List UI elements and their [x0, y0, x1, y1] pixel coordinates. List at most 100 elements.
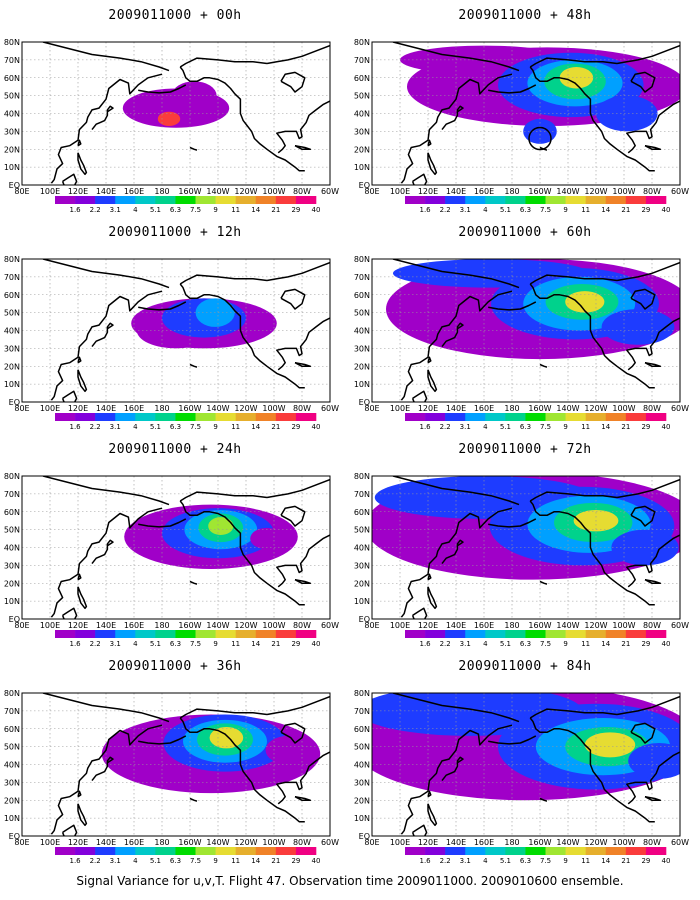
- colorbar-label: 5.1: [500, 423, 511, 431]
- coastline: [630, 722, 656, 744]
- colorbar-swatch: [465, 847, 486, 855]
- colorbar-label: 29: [641, 857, 650, 865]
- coastline: [91, 756, 114, 782]
- lon-tick-label: 100W: [612, 621, 635, 630]
- coastline: [630, 288, 656, 310]
- colorbar-label: 14: [601, 640, 610, 648]
- colorbar-swatch: [485, 847, 506, 855]
- coastline: [61, 390, 78, 402]
- lat-tick-label: EQ: [359, 832, 370, 841]
- colorbar-label: 11: [231, 423, 240, 431]
- coastline: [441, 105, 464, 131]
- colorbar-swatch: [525, 847, 546, 855]
- lat-tick-label: 60N: [354, 74, 370, 83]
- coastline: [91, 322, 114, 348]
- coastline: [626, 100, 680, 154]
- map-field: [372, 42, 680, 185]
- colorbar-swatch: [195, 847, 216, 855]
- lon-tick-label: 120E: [418, 404, 438, 413]
- colorbar-label: 6.3: [520, 423, 531, 431]
- lat-tick-label: 60N: [354, 725, 370, 734]
- coastline: [138, 518, 187, 528]
- coastline: [644, 144, 662, 151]
- variance-contour: [157, 111, 181, 127]
- coastline: [488, 301, 537, 311]
- lon-tick-label: 160E: [474, 621, 494, 630]
- coastline: [626, 317, 680, 371]
- coastline: [276, 317, 330, 371]
- lon-tick-label: 60W: [671, 404, 689, 413]
- variance-map: EQ 10N 20N 30N 40N 50N 60N 70N 80N 80E 100E 120E 140…: [354, 38, 689, 214]
- colorbar-label: 5.1: [500, 857, 511, 865]
- colorbar-swatch: [505, 630, 526, 638]
- map-panel: 2009011000 + 36h EQ 10N 20N 30N 40N 50N 60N 70N 8…: [0, 651, 350, 868]
- lat-tick-label: 20N: [4, 579, 20, 588]
- lon-tick-label: 60W: [671, 187, 689, 196]
- colorbar-swatch: [465, 196, 486, 204]
- colorbar-label: 11: [231, 640, 240, 648]
- coastline: [77, 152, 88, 176]
- colorbar-swatch: [625, 630, 647, 638]
- lat-tick-label: 70N: [354, 490, 370, 499]
- colorbar-swatch: [255, 630, 277, 638]
- coastline: [138, 84, 187, 94]
- lon-tick-label: 140W: [556, 838, 579, 847]
- lat-tick-label: 50N: [354, 309, 370, 318]
- colorbar-label: 4: [133, 423, 138, 431]
- coastline: [400, 73, 513, 184]
- lon-tick-label: 140W: [556, 187, 579, 196]
- lon-tick-label: 180: [504, 838, 519, 847]
- colorbar-label: 14: [251, 206, 260, 214]
- lon-tick-label: 160E: [124, 838, 144, 847]
- colorbar-label: 11: [231, 206, 240, 214]
- colorbar-swatch: [605, 413, 627, 421]
- coastline: [179, 57, 268, 68]
- colorbar-swatch: [605, 630, 627, 638]
- coastline: [77, 356, 82, 364]
- map-panel: 2009011000 + 00h EQ 10N 20N 30N 40N 50N 60N 70N 8…: [0, 0, 350, 217]
- colorbar-label: 6.3: [170, 640, 181, 648]
- colorbar-swatch: [235, 413, 257, 421]
- lon-tick-label: 160E: [474, 838, 494, 847]
- coastline: [61, 173, 78, 185]
- colorbar-label: 3.1: [110, 857, 121, 865]
- colorbar-label: 7.5: [190, 857, 201, 865]
- colorbar-label: 5.1: [500, 206, 511, 214]
- lon-tick-label: 160E: [474, 404, 494, 413]
- colorbar-label: 21: [621, 640, 630, 648]
- colorbar-label: 40: [312, 206, 321, 214]
- colorbar-label: 3.1: [460, 423, 471, 431]
- coastline: [276, 534, 330, 588]
- colorbar-label: 29: [291, 423, 300, 431]
- coastline: [626, 751, 680, 805]
- lon-tick-label: 180: [504, 621, 519, 630]
- coastline: [280, 71, 306, 93]
- lon-tick-label: 120W: [234, 187, 257, 196]
- lat-tick-label: 10N: [354, 163, 370, 172]
- colorbar-swatch: [55, 630, 76, 638]
- lat-tick-label: EQ: [359, 398, 370, 407]
- lon-tick-label: 140E: [446, 404, 466, 413]
- lat-tick-label: 80N: [4, 689, 20, 698]
- lon-tick-label: 80W: [293, 187, 311, 196]
- colorbar-swatch: [255, 413, 277, 421]
- lat-tick-label: 30N: [4, 561, 20, 570]
- map-field: [372, 476, 680, 619]
- colorbar-label: 14: [601, 857, 610, 865]
- lon-tick-label: 100E: [40, 404, 60, 413]
- colorbar-swatch: [75, 630, 96, 638]
- lat-tick-label: 40N: [4, 327, 20, 336]
- colorbar-label: 2.2: [90, 423, 101, 431]
- lat-tick-label: 50N: [354, 526, 370, 535]
- colorbar-swatch: [95, 630, 116, 638]
- coastline: [427, 586, 438, 610]
- colorbar-swatch: [135, 847, 156, 855]
- colorbar-label: 4: [483, 640, 488, 648]
- colorbar-swatch: [585, 847, 607, 855]
- lat-tick-label: 80N: [354, 255, 370, 264]
- colorbar-swatch: [95, 413, 116, 421]
- coastline: [276, 751, 330, 805]
- colorbar-swatch: [195, 413, 216, 421]
- coastline: [392, 259, 520, 289]
- lon-tick-label: 160E: [124, 404, 144, 413]
